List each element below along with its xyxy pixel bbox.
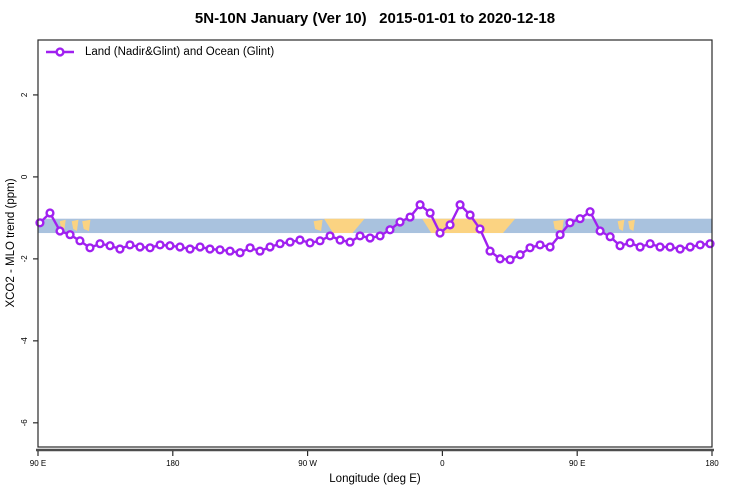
data-point-marker — [585, 207, 595, 217]
data-point-marker — [165, 241, 175, 251]
data-point-marker — [105, 241, 115, 251]
y-tick-label: 2 — [20, 92, 29, 97]
data-point-marker — [285, 237, 295, 247]
data-point-marker — [345, 237, 355, 247]
y-tick-label: -6 — [20, 419, 29, 427]
y-tick-label: -2 — [20, 255, 29, 263]
data-point-marker — [515, 250, 525, 260]
data-point-marker — [75, 236, 85, 246]
data-point-marker — [325, 231, 335, 241]
data-point-marker — [575, 214, 585, 224]
data-point-marker — [275, 239, 285, 249]
x-tick-label: 90 W — [298, 459, 317, 468]
data-point-marker — [265, 242, 275, 252]
x-tick-label: 0 — [440, 459, 445, 468]
data-point-marker — [675, 244, 685, 254]
data-point-marker — [555, 230, 565, 240]
chart-title: 5N-10N January (Ver 10) 2015-01-01 to 20… — [194, 10, 556, 27]
gold-highlight — [82, 219, 91, 232]
data-point-marker — [355, 231, 365, 241]
x-tick-label: 90 E — [30, 459, 46, 468]
data-point-marker — [115, 244, 125, 254]
data-point-marker — [235, 248, 245, 258]
data-point-marker — [525, 243, 535, 253]
data-point-marker — [665, 242, 675, 252]
data-point-marker — [565, 218, 575, 228]
data-point-marker — [195, 242, 205, 252]
x-axis-title: Longitude (deg E) — [329, 473, 421, 485]
data-point-marker — [225, 246, 235, 256]
data-point-marker — [595, 226, 605, 236]
data-point-marker — [655, 242, 665, 252]
data-point-marker — [485, 246, 495, 256]
y-axis-title: XCO2 - MLO trend (ppm) — [5, 178, 17, 308]
data-point-marker — [385, 225, 395, 235]
gold-highlight — [324, 218, 365, 234]
data-point-marker — [185, 244, 195, 254]
gold-highlight — [628, 219, 635, 232]
data-point-marker — [685, 242, 695, 252]
data-point-marker — [305, 238, 315, 248]
data-point-marker — [215, 245, 225, 255]
gold-highlight — [553, 219, 564, 232]
y-tick-label: -4 — [20, 337, 29, 345]
reference-band — [38, 218, 712, 234]
data-point-marker — [175, 242, 185, 252]
data-point-marker — [505, 255, 515, 265]
data-point-marker — [85, 243, 95, 253]
data-point-marker — [645, 239, 655, 249]
gold-highlight — [313, 219, 323, 232]
data-point-marker — [495, 254, 505, 264]
data-point-marker — [425, 208, 435, 218]
data-point-marker — [405, 212, 415, 222]
data-point-marker — [445, 220, 455, 230]
data-point-marker — [65, 230, 75, 240]
data-point-marker — [455, 200, 465, 210]
data-point-marker — [155, 240, 165, 250]
legend-label: Land (Nadir&Glint) and Ocean (Glint) — [85, 46, 275, 58]
data-point-marker — [395, 217, 405, 227]
legend: Land (Nadir&Glint) and Ocean (Glint) — [45, 46, 274, 58]
x-tick-label: 90 E — [569, 459, 585, 468]
y-tick-label: 0 — [20, 174, 29, 179]
data-point-marker — [545, 242, 555, 252]
data-point-marker — [45, 208, 55, 218]
plot-box — [37, 39, 713, 448]
data-point-marker — [335, 235, 345, 245]
data-point-marker — [135, 242, 145, 252]
data-point-marker — [625, 238, 635, 248]
gold-highlight — [71, 219, 79, 232]
x-tick-label: 180 — [166, 459, 180, 468]
data-point-marker — [695, 240, 705, 250]
data-point-marker — [465, 210, 475, 220]
data-point-marker — [415, 200, 425, 210]
data-point-marker — [375, 231, 385, 241]
gold-highlight — [617, 219, 625, 232]
legend-series-marker-icon — [46, 47, 74, 57]
data-point-marker — [55, 226, 65, 236]
data-point-marker — [535, 240, 545, 250]
x-tick-label: 180 — [705, 459, 719, 468]
data-point-marker — [635, 242, 645, 252]
data-point-marker — [435, 228, 445, 238]
data-point-marker — [365, 233, 375, 243]
data-point-marker — [145, 243, 155, 253]
data-point-marker — [605, 232, 615, 242]
data-point-marker — [205, 244, 215, 254]
data-point-marker — [255, 246, 265, 256]
data-point-marker — [615, 241, 625, 251]
data-point-marker — [315, 236, 325, 246]
data-point-marker — [125, 240, 135, 250]
data-point-marker — [95, 239, 105, 249]
data-point-marker — [475, 224, 485, 234]
data-point-marker — [295, 235, 305, 245]
data-point-marker — [245, 243, 255, 253]
